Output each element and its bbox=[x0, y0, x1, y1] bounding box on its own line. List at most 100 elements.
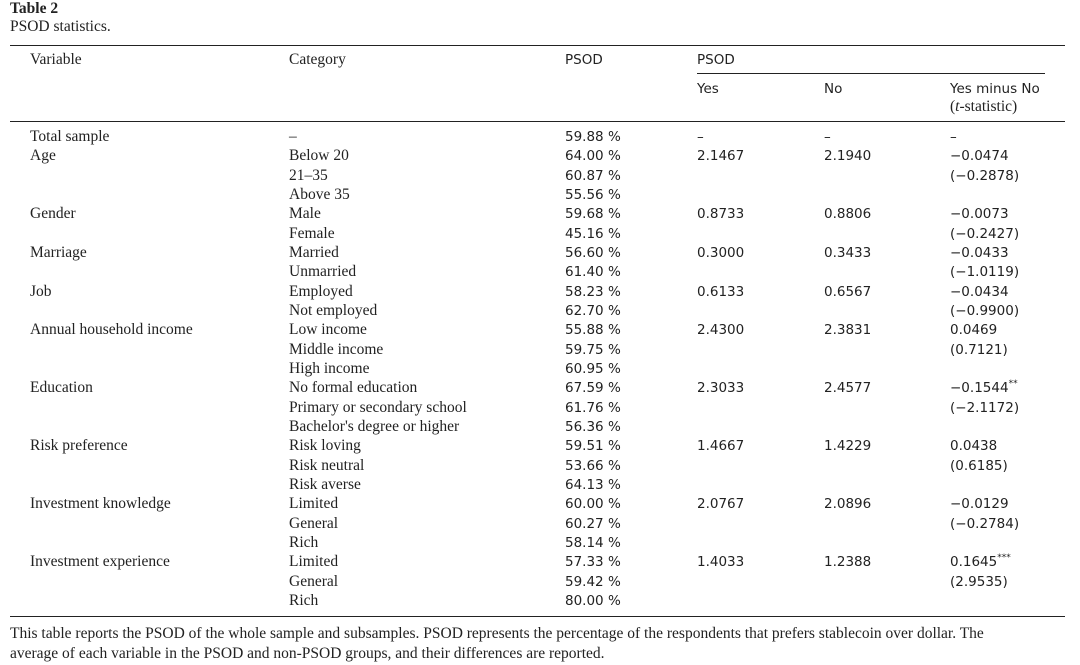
yes-cell: 2.1467 bbox=[697, 148, 745, 165]
category-cell: Middle income bbox=[289, 340, 384, 358]
category-cell: Limited bbox=[289, 495, 339, 513]
table-title: PSOD statistics. bbox=[10, 18, 111, 35]
variable-cell: Job bbox=[30, 282, 52, 300]
no-cell: 0.6567 bbox=[824, 283, 872, 300]
variable-cell: Annual household income bbox=[30, 321, 193, 339]
variable-cell: Education bbox=[30, 379, 93, 397]
diff-value: – bbox=[950, 129, 957, 145]
psod-cell: 53.66 % bbox=[565, 457, 621, 474]
header-rule bbox=[10, 121, 1065, 122]
diff-value: −0.0434 bbox=[950, 283, 1009, 300]
no-cell: 2.0896 bbox=[824, 496, 872, 513]
top-rule bbox=[10, 45, 1065, 46]
t-stat-cell: (0.6185) bbox=[950, 457, 1008, 474]
psod-cell: 58.23 % bbox=[565, 283, 621, 300]
category-cell: General bbox=[289, 572, 339, 590]
yes-cell: 0.6133 bbox=[697, 283, 745, 300]
diff-value: 0.0469 bbox=[950, 322, 998, 339]
psod-cell: 64.13 % bbox=[565, 476, 621, 493]
psod-cell: 80.00 % bbox=[565, 592, 621, 609]
category-cell: Female bbox=[289, 224, 335, 242]
diff-value: −0.0073 bbox=[950, 206, 1009, 223]
yes-cell: 0.3000 bbox=[697, 244, 745, 261]
psod-cell: 60.87 % bbox=[565, 167, 621, 184]
category-cell: Below 20 bbox=[289, 147, 349, 165]
yes-cell: 1.4667 bbox=[697, 438, 745, 455]
t-stat-cell: (2.9535) bbox=[950, 573, 1008, 590]
diff-value: −0.1544 bbox=[950, 380, 1009, 397]
variable-cell: Investment knowledge bbox=[30, 495, 171, 513]
diff-value: 0.1645 bbox=[950, 554, 998, 571]
footnote-line: average of each variable in the PSOD and… bbox=[10, 645, 605, 662]
diff-cell: −0.0129 bbox=[950, 495, 1009, 513]
no-cell: – bbox=[824, 129, 831, 145]
footnote-line: This table reports the PSOD of the whole… bbox=[10, 625, 984, 642]
yes-cell: 2.3033 bbox=[697, 380, 745, 397]
category-cell: Risk loving bbox=[289, 437, 361, 455]
category-cell: Limited bbox=[289, 553, 339, 571]
category-cell: Employed bbox=[289, 282, 353, 300]
variable-cell: Gender bbox=[30, 205, 76, 223]
psod-cell: 62.70 % bbox=[565, 302, 621, 319]
no-cell: 1.4229 bbox=[824, 438, 872, 455]
no-cell: 1.2388 bbox=[824, 554, 872, 571]
variable-cell: Risk preference bbox=[30, 437, 128, 455]
variable-cell: Investment experience bbox=[30, 553, 170, 571]
header-no: No bbox=[824, 81, 843, 97]
psod-cell: 59.75 % bbox=[565, 341, 621, 358]
psod-cell: 61.76 % bbox=[565, 399, 621, 416]
category-cell: Risk averse bbox=[289, 475, 361, 493]
category-cell: Low income bbox=[289, 321, 367, 339]
psod-cell: 60.00 % bbox=[565, 496, 621, 513]
psod-cell: 67.59 % bbox=[565, 380, 621, 397]
diff-value: −0.0433 bbox=[950, 244, 1009, 261]
category-cell: Above 35 bbox=[289, 185, 350, 203]
yes-cell: 1.4033 bbox=[697, 554, 745, 571]
t-stat-cell: (−0.2427) bbox=[950, 225, 1020, 242]
psod-cell: 55.88 % bbox=[565, 322, 621, 339]
header-psod: PSOD bbox=[565, 52, 603, 68]
header-stat: (t-statistic) bbox=[950, 98, 1017, 116]
diff-cell: 0.0469 bbox=[950, 321, 997, 339]
diff-value: 0.0438 bbox=[950, 438, 998, 455]
table-label: Table 2 bbox=[10, 0, 59, 17]
yes-cell: – bbox=[697, 129, 704, 145]
no-cell: 2.3831 bbox=[824, 322, 872, 339]
diff-cell: −0.0434 bbox=[950, 283, 1009, 301]
diff-cell: −0.1544** bbox=[950, 379, 1018, 397]
category-cell: Married bbox=[289, 243, 339, 261]
no-cell: 2.1940 bbox=[824, 148, 872, 165]
diff-cell: 0.1645*** bbox=[950, 553, 1011, 571]
t-stat-cell: (−1.0119) bbox=[950, 264, 1020, 281]
psod-cell: 60.27 % bbox=[565, 515, 621, 532]
category-cell: Not employed bbox=[289, 301, 378, 319]
psod-cell: 61.40 % bbox=[565, 264, 621, 281]
variable-cell: Total sample bbox=[30, 128, 110, 145]
psod-cell: 45.16 % bbox=[565, 225, 621, 242]
psod-cell: 60.95 % bbox=[565, 360, 621, 377]
psod-cell: 56.60 % bbox=[565, 244, 621, 261]
text: -statistic) bbox=[959, 98, 1018, 115]
header-category: Category bbox=[289, 51, 346, 68]
category-cell: Primary or secondary school bbox=[289, 398, 467, 416]
psod-cell: 64.00 % bbox=[565, 148, 621, 165]
variable-cell: Marriage bbox=[30, 243, 87, 261]
diff-cell: 0.0438 bbox=[950, 437, 997, 455]
yes-cell: 2.4300 bbox=[697, 322, 745, 339]
header-group: PSOD bbox=[697, 52, 735, 68]
category-cell: Risk neutral bbox=[289, 456, 365, 474]
t-stat-cell: (−0.2784) bbox=[950, 515, 1020, 532]
psod-cell: 59.68 % bbox=[565, 206, 621, 223]
yes-cell: 0.8733 bbox=[697, 206, 745, 223]
significance: ** bbox=[1008, 379, 1018, 390]
yes-cell: 2.0767 bbox=[697, 496, 745, 513]
bottom-rule bbox=[10, 616, 1065, 617]
t-stat-cell: (−0.2878) bbox=[950, 167, 1020, 184]
category-cell: – bbox=[289, 128, 297, 145]
psod-cell: 57.33 % bbox=[565, 554, 621, 571]
group-rule bbox=[697, 73, 1045, 74]
category-cell: 21–35 bbox=[289, 166, 328, 184]
psod-cell: 59.51 % bbox=[565, 438, 621, 455]
category-cell: Rich bbox=[289, 533, 319, 551]
